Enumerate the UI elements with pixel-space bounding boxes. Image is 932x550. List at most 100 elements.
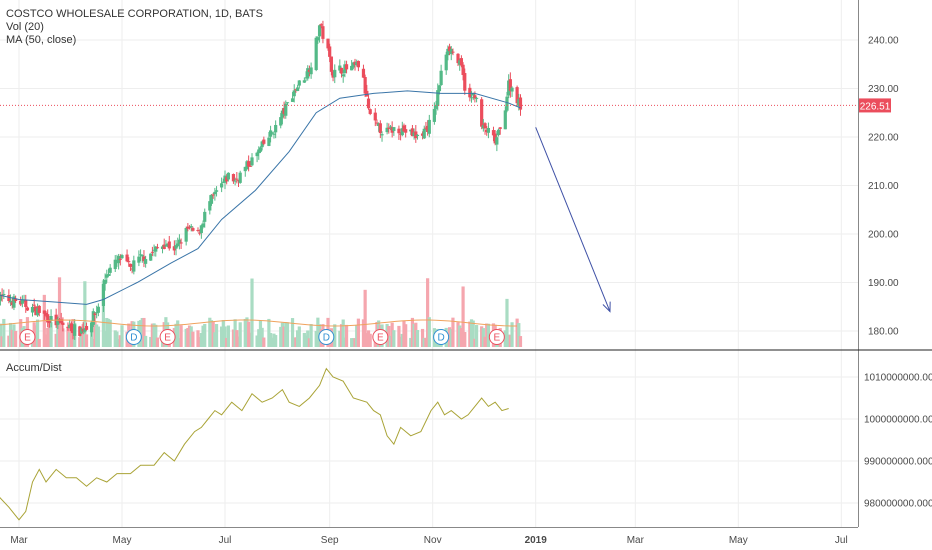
candle-body — [422, 128, 426, 139]
volume-bar — [101, 280, 106, 347]
candle-body — [444, 54, 448, 71]
volume-bar — [518, 336, 523, 347]
candle-body — [341, 74, 345, 77]
candle-body — [439, 70, 443, 86]
candle-body — [380, 134, 384, 136]
volume-bar — [282, 326, 286, 347]
volume-bar — [226, 325, 230, 347]
candle-body — [294, 89, 298, 91]
candle-body — [167, 241, 171, 249]
time-tick-label: Mar — [10, 535, 28, 546]
volume-bar — [49, 322, 53, 347]
candle-body — [326, 38, 330, 49]
price-tick-label: 240.00 — [868, 36, 899, 47]
candle-body — [71, 329, 75, 334]
candle-body — [108, 267, 112, 273]
volume-bar — [290, 318, 295, 347]
candle-body — [503, 110, 507, 130]
candle-body — [316, 37, 320, 41]
candle-body — [20, 299, 24, 304]
candle-body — [56, 318, 60, 325]
candle-body — [486, 127, 491, 133]
candle-body — [463, 73, 467, 91]
volume-bar — [341, 319, 345, 347]
event-marker-circle — [488, 329, 505, 345]
price-tick-label: 180.00 — [868, 327, 899, 338]
volume-bar — [309, 324, 313, 347]
volume-bar — [356, 318, 360, 347]
candle-body — [344, 64, 349, 70]
candle-body — [385, 127, 389, 133]
candle-body — [491, 130, 496, 136]
volume-bar — [140, 317, 144, 347]
price-tick-label: 220.00 — [868, 133, 899, 144]
event-marker-label: E — [377, 333, 384, 344]
volume-bar — [34, 325, 38, 347]
volume-bar — [14, 330, 18, 347]
candle-body — [363, 77, 367, 94]
event-marker-circle — [125, 329, 142, 345]
candle-body — [317, 25, 322, 37]
volume-bar — [344, 324, 349, 347]
volume-bar — [415, 330, 420, 347]
volume-bar — [57, 277, 62, 347]
candle-body — [235, 178, 239, 180]
volume-bar — [387, 326, 391, 347]
volume-bar — [397, 325, 401, 347]
volume-bar — [461, 286, 465, 347]
candle-body — [412, 132, 416, 137]
candle-body — [226, 172, 230, 180]
volume-bar — [400, 333, 404, 347]
candle-body — [404, 129, 408, 133]
annotation-arrow-line — [535, 127, 611, 312]
candle-body — [68, 324, 72, 329]
ad-tick-label: 990000000.0000 — [864, 457, 932, 468]
candle-body — [397, 128, 401, 134]
volume-bar — [154, 324, 158, 347]
candle-body — [32, 304, 36, 306]
candle-body — [132, 260, 136, 272]
volume-bar — [0, 336, 4, 347]
volume-bar — [54, 333, 58, 347]
volume-bar — [355, 324, 359, 347]
volume-bar — [238, 322, 242, 347]
volume-bar — [503, 330, 507, 347]
candle-body — [61, 322, 65, 325]
volume-bar — [35, 319, 40, 347]
volume-bar — [91, 338, 95, 347]
candle-body — [279, 117, 283, 126]
candle-body — [400, 128, 404, 136]
candle-body — [343, 64, 347, 73]
candle-body — [155, 247, 160, 249]
candle-body — [446, 48, 450, 56]
time-tick-label: May — [729, 535, 748, 546]
volume-bar — [459, 328, 463, 347]
volume-bar — [174, 323, 178, 347]
volume-bar — [456, 322, 460, 347]
volume-bar — [414, 322, 418, 347]
volume-bar — [250, 278, 254, 347]
volume-bar — [262, 337, 266, 347]
volume-bar — [351, 338, 355, 347]
candle-body — [458, 60, 462, 65]
volume-bar — [84, 334, 89, 347]
volume-bar — [339, 324, 344, 347]
volume-bar — [149, 336, 153, 347]
candle-body — [0, 294, 3, 301]
volume-bar — [361, 319, 366, 347]
ad-tick-label: 1010000000.0000 — [864, 373, 932, 384]
volume-bar — [451, 317, 455, 347]
volume-bar — [152, 323, 156, 347]
volume-bar — [412, 323, 416, 347]
event-marker-label: D — [323, 333, 330, 344]
candle-body — [209, 194, 214, 204]
candle-body — [498, 127, 502, 129]
candle-body — [83, 328, 87, 332]
volume-bar — [274, 335, 278, 347]
volume-bar — [176, 320, 180, 347]
candle-body — [47, 320, 51, 324]
event-marker-label: E — [494, 333, 501, 344]
candle-body — [331, 71, 335, 78]
candle-body — [24, 300, 28, 307]
candle-body — [8, 300, 13, 303]
